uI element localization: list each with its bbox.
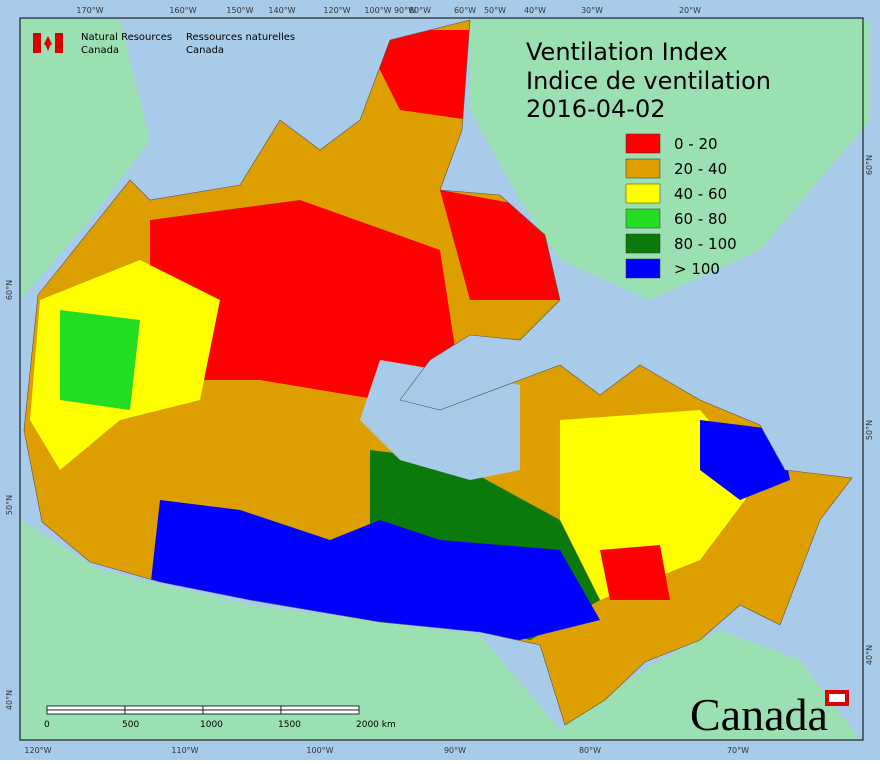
flag-leaf bbox=[44, 36, 52, 51]
frame bbox=[19, 17, 864, 741]
united-states bbox=[20, 520, 860, 740]
org-fr: Canada bbox=[186, 45, 224, 56]
latitude-label: 50°N bbox=[865, 420, 874, 440]
org-en: Canada bbox=[81, 45, 119, 56]
scale-label: 500 bbox=[122, 720, 139, 730]
longitude-label: 150°W bbox=[226, 6, 253, 15]
latitude-label: 40°N bbox=[865, 645, 874, 665]
scale-segment bbox=[46, 709, 126, 715]
longitude-label: 90°W bbox=[394, 6, 416, 15]
longitude-label: 80°W bbox=[579, 746, 601, 755]
scale-segment bbox=[46, 705, 126, 711]
scale-segment bbox=[280, 709, 360, 715]
longitude-label: 60°W bbox=[454, 6, 476, 15]
logo: Natural Resources Canada Ressources natu… bbox=[33, 32, 295, 56]
longitude-label: 170°W bbox=[76, 6, 103, 15]
longitude-label: 100°W bbox=[364, 6, 391, 15]
longitude-label: 110°W bbox=[171, 746, 198, 755]
org-fr: Ressources naturelles bbox=[186, 32, 295, 43]
zone bbox=[60, 310, 140, 410]
legend-label: 0 - 20 bbox=[674, 135, 718, 153]
scale-label: 0 bbox=[44, 720, 50, 730]
scale-segment bbox=[124, 709, 204, 715]
scale-segment bbox=[124, 705, 204, 711]
longitude-label: 50°W bbox=[484, 6, 506, 15]
latitude-label: 60°N bbox=[5, 280, 14, 300]
latitude-label: 60°N bbox=[865, 155, 874, 175]
wordmark-flag bbox=[825, 690, 849, 706]
latitude-label: 40°N bbox=[5, 690, 14, 710]
longitude-label: 80°W bbox=[409, 6, 431, 15]
greenland bbox=[470, 20, 870, 300]
legend-swatch bbox=[625, 158, 661, 179]
org-en: Natural Resources bbox=[81, 32, 172, 43]
flag-bar bbox=[33, 33, 41, 53]
longitude-label: 40°W bbox=[524, 6, 546, 15]
zone bbox=[700, 420, 790, 500]
scale-segment bbox=[280, 705, 360, 711]
longitude-label: 20°W bbox=[679, 6, 701, 15]
longitude-label: 90°W bbox=[444, 746, 466, 755]
title: Indice de ventilation bbox=[526, 67, 771, 95]
scale-segment bbox=[202, 709, 282, 715]
legend-swatch bbox=[625, 233, 661, 254]
legend-label: 40 - 60 bbox=[674, 185, 727, 203]
graticule-labels: 170°W 160°W 150°W 140°W 120°W 100°W 90°W80°W 60… bbox=[5, 6, 874, 755]
longitude-label: 100°W bbox=[306, 746, 333, 755]
alaska bbox=[20, 20, 150, 300]
latitude-label: 50°N bbox=[5, 495, 14, 515]
zone bbox=[360, 30, 480, 120]
longitude-label: 160°W bbox=[169, 6, 196, 15]
legend-label: 80 - 100 bbox=[674, 235, 737, 253]
scale-label: 1500 bbox=[278, 720, 301, 730]
longitude-label: 120°W bbox=[323, 6, 350, 15]
legend-swatch bbox=[625, 183, 661, 204]
legend-swatch bbox=[625, 208, 661, 229]
legend-label: 20 - 40 bbox=[674, 160, 727, 178]
longitude-label: 120°W bbox=[24, 746, 51, 755]
zone bbox=[150, 200, 460, 400]
longitude-label: 140°W bbox=[268, 6, 295, 15]
wordmark: Canada bbox=[690, 689, 828, 740]
legend-label: 60 - 80 bbox=[674, 210, 727, 228]
scale-bar: 0 500 1000 1500 2000 km bbox=[44, 705, 396, 730]
legend: 0 - 20 20 - 40 40 - 60 60 - 80 80 - 100 > 100 bbox=[625, 133, 737, 279]
date: 2016-04-02 bbox=[526, 95, 665, 123]
legend-swatch bbox=[625, 258, 661, 279]
longitude-label: 70°W bbox=[727, 746, 749, 755]
longitude-label: 30°W bbox=[581, 6, 603, 15]
legend-label: > 100 bbox=[674, 260, 720, 278]
title: Ventilation Index bbox=[526, 38, 728, 66]
flag-bar bbox=[55, 33, 63, 53]
legend-swatch bbox=[625, 133, 661, 154]
zone bbox=[600, 545, 670, 600]
scale-label: 1000 bbox=[200, 720, 223, 730]
scale-label: 2000 km bbox=[356, 720, 396, 730]
scale-segment bbox=[202, 705, 282, 711]
